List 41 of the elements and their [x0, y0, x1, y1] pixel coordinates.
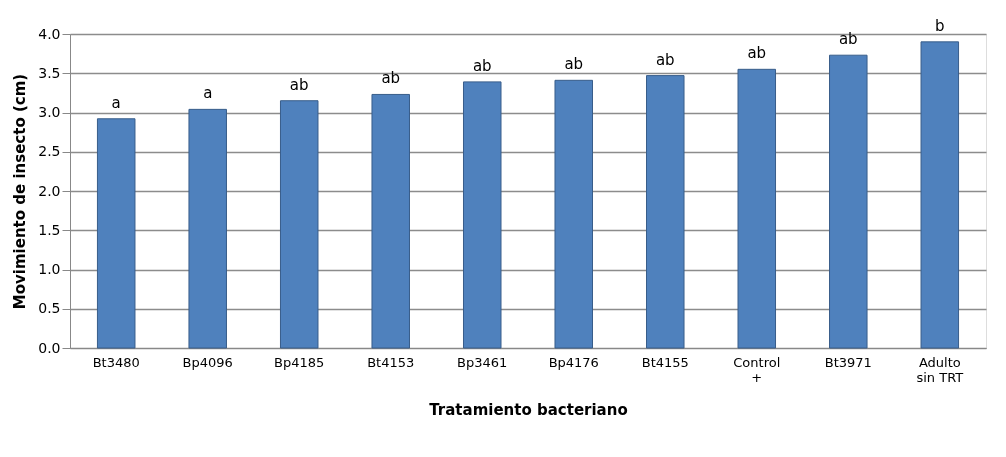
data-label: ab [838, 30, 858, 49]
x-tick-label: Bp4185 [274, 354, 325, 370]
x-tick-label: Adulto sin TRT [916, 354, 964, 385]
y-tick-label: 3.5 [38, 64, 61, 81]
data-label: ab [381, 69, 401, 88]
bar [554, 79, 594, 349]
x-axis-title: Tratamiento bacteriano [429, 400, 628, 419]
x-tick-label: Bp3461 [457, 354, 508, 370]
data-label: a [111, 93, 121, 112]
y-tick-label: 0.0 [38, 339, 61, 356]
bar [737, 68, 777, 349]
y-tick-label: 2.0 [38, 182, 61, 199]
bar [462, 81, 502, 349]
y-tick-label: 1.0 [38, 261, 61, 277]
y-tick-label: 0.5 [38, 300, 61, 317]
bar [188, 108, 227, 349]
data-label: a [203, 84, 213, 103]
bar [279, 100, 319, 349]
x-tick-label: Bp4176 [548, 354, 599, 370]
x-tick-label: Bt4153 [367, 354, 415, 370]
x-tick-label: Bp4096 [182, 354, 233, 370]
data-label: ab [747, 44, 767, 63]
bar [646, 75, 685, 349]
x-tick-label: Control + [733, 354, 781, 385]
data-label: b [935, 16, 945, 35]
y-tick-label: 2.5 [38, 143, 61, 160]
data-label: ab [472, 56, 492, 75]
bar [371, 93, 410, 349]
y-tick-label: 4.0 [38, 25, 61, 42]
data-label: ab [289, 75, 309, 94]
data-label: ab [655, 50, 675, 69]
bar [920, 41, 960, 349]
x-tick-label: Bt3480 [92, 354, 140, 370]
y-axis-title: Movimiento de insecto (cm) [11, 73, 30, 310]
bar [829, 54, 868, 349]
bar [96, 118, 136, 349]
x-tick-label: Bt4155 [641, 354, 689, 370]
y-tick-label: 3.0 [38, 104, 61, 120]
data-label: ab [564, 55, 584, 74]
y-tick-label: 1.5 [38, 221, 61, 238]
x-tick-label: Bt3971 [824, 354, 872, 370]
